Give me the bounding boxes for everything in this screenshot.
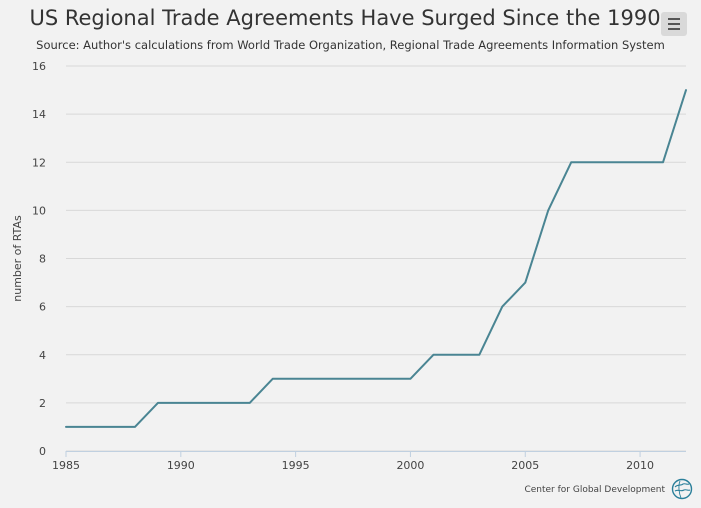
x-tick-label: 2005: [511, 459, 539, 472]
y-tick-label: 16: [32, 60, 46, 73]
y-tick-label: 10: [32, 204, 46, 217]
chart-menu-button[interactable]: [661, 12, 687, 36]
x-tick-label: 2000: [396, 459, 424, 472]
x-tick-label: 2010: [626, 459, 654, 472]
x-tick-label: 1985: [52, 459, 80, 472]
credit-link[interactable]: Center for Global Development: [524, 485, 665, 495]
y-tick-label: 14: [32, 108, 46, 121]
hamburger-menu-icon-bar: [668, 23, 680, 25]
y-tick-label: 0: [39, 445, 46, 458]
series-line: [65, 89, 687, 428]
globe-logo-icon: [671, 478, 693, 500]
chart-subtitle: Source: Author's calculations from World…: [36, 38, 665, 52]
y-tick-label: 6: [39, 301, 46, 314]
y-axis-title: number of RTAs: [11, 215, 24, 302]
hamburger-menu-icon: [668, 18, 680, 20]
x-tick-label: 1990: [167, 459, 195, 472]
x-tick-label: 1995: [282, 459, 310, 472]
y-tick-label: 12: [32, 156, 46, 169]
y-tick-label: 2: [39, 397, 46, 410]
y-tick-label: 8: [39, 253, 46, 266]
hamburger-menu-icon-bar: [668, 28, 680, 30]
chart-title: US Regional Trade Agreements Have Surged…: [29, 6, 672, 30]
y-tick-label: 4: [39, 349, 46, 362]
